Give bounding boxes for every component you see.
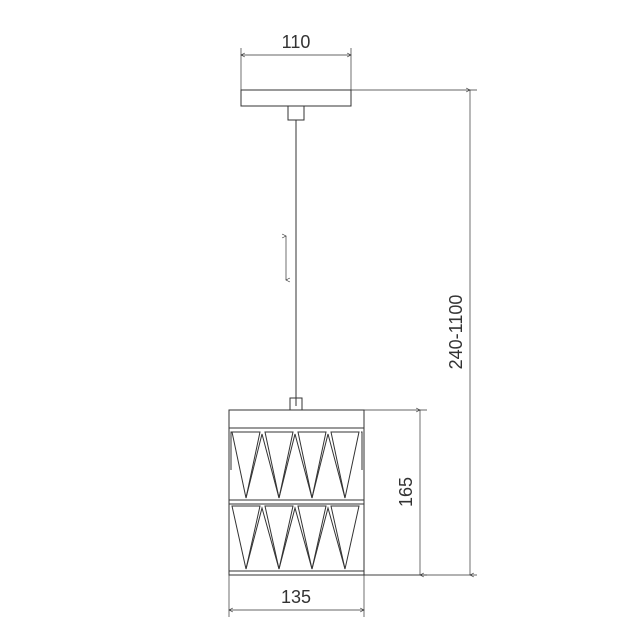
technical-drawing: 110 [0, 0, 630, 630]
dim-label-total-height: 240-1100 [446, 295, 466, 370]
dim-label-shade-width: 135 [281, 587, 311, 607]
crystal-row-2 [232, 506, 359, 569]
dim-canopy-width: 110 [241, 32, 351, 90]
shade [229, 410, 364, 575]
dim-shade-width: 135 [229, 575, 364, 617]
cord [286, 120, 302, 410]
dim-label-shade-height: 165 [396, 477, 416, 507]
dim-label-canopy-width: 110 [282, 32, 311, 52]
crystal-row-1 [231, 432, 362, 498]
dim-shade-height: 165 [364, 410, 427, 575]
canopy [241, 90, 351, 120]
